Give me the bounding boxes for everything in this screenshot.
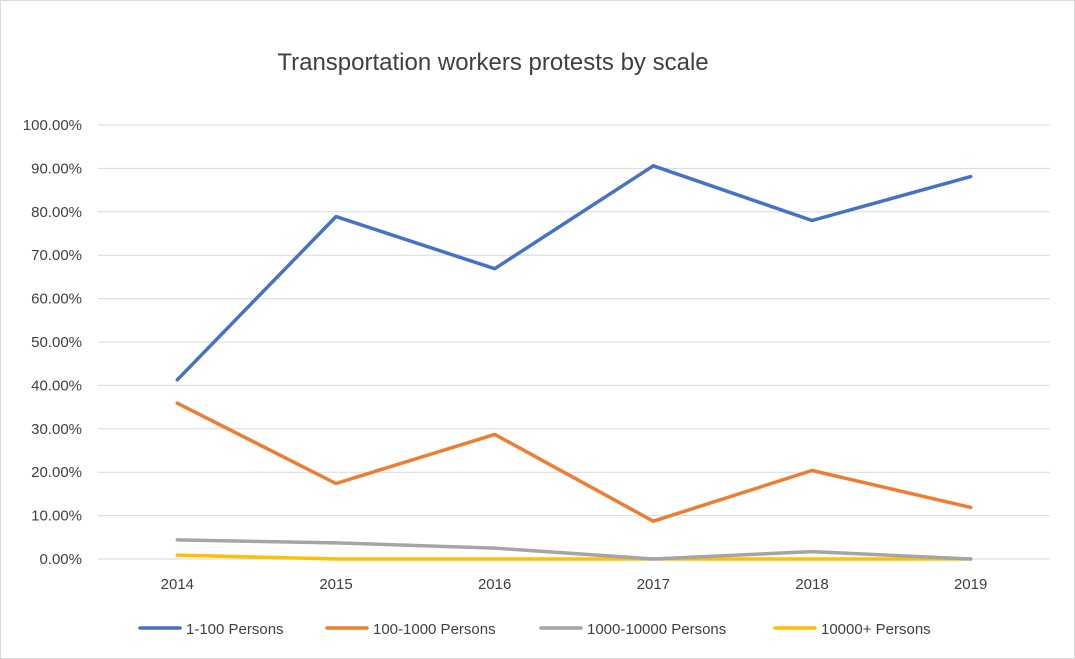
x-axis-ticks: 2014 2015 2016 2017 2018 2019 <box>161 576 988 593</box>
legend-label: 100-1000 Persons <box>373 621 496 638</box>
x-tick-label: 2017 <box>637 576 670 593</box>
y-tick-label: 40.00% <box>31 377 82 394</box>
series-line-100-1000-persons <box>175 401 973 523</box>
y-tick-label: 20.00% <box>31 464 82 481</box>
series-lines <box>175 164 973 561</box>
y-tick-label: 30.00% <box>31 421 82 438</box>
series-line-1-100-persons <box>175 164 973 382</box>
y-tick-label: 90.00% <box>31 160 82 177</box>
y-tick-label: 80.00% <box>31 204 82 221</box>
legend-label: 10000+ Persons <box>821 621 931 638</box>
series-line-10000-persons <box>175 553 973 561</box>
legend-label: 1-100 Persons <box>186 621 284 638</box>
series-line-1000-10000-persons <box>175 538 973 561</box>
x-tick-label: 2019 <box>954 576 987 593</box>
y-tick-label: 50.00% <box>31 334 82 351</box>
x-tick-label: 2015 <box>319 576 352 593</box>
legend: 1-100 Persons 100-1000 Persons 1000-10000 … <box>138 621 931 638</box>
x-tick-label: 2016 <box>478 576 511 593</box>
y-tick-label: 70.00% <box>31 247 82 264</box>
legend-label: 1000-10000 Persons <box>587 621 726 638</box>
chart-title: Transportation workers protests by scale <box>277 49 708 76</box>
y-axis-ticks: 0.00% 10.00% 20.00% 30.00% 40.00% 50.00% 60.00… <box>23 117 82 568</box>
y-tick-label: 100.00% <box>23 117 82 134</box>
x-tick-label: 2018 <box>795 576 828 593</box>
y-tick-label: 60.00% <box>31 291 82 308</box>
x-tick-label: 2014 <box>161 576 194 593</box>
y-tick-label: 0.00% <box>39 551 82 568</box>
y-tick-label: 10.00% <box>31 508 82 525</box>
